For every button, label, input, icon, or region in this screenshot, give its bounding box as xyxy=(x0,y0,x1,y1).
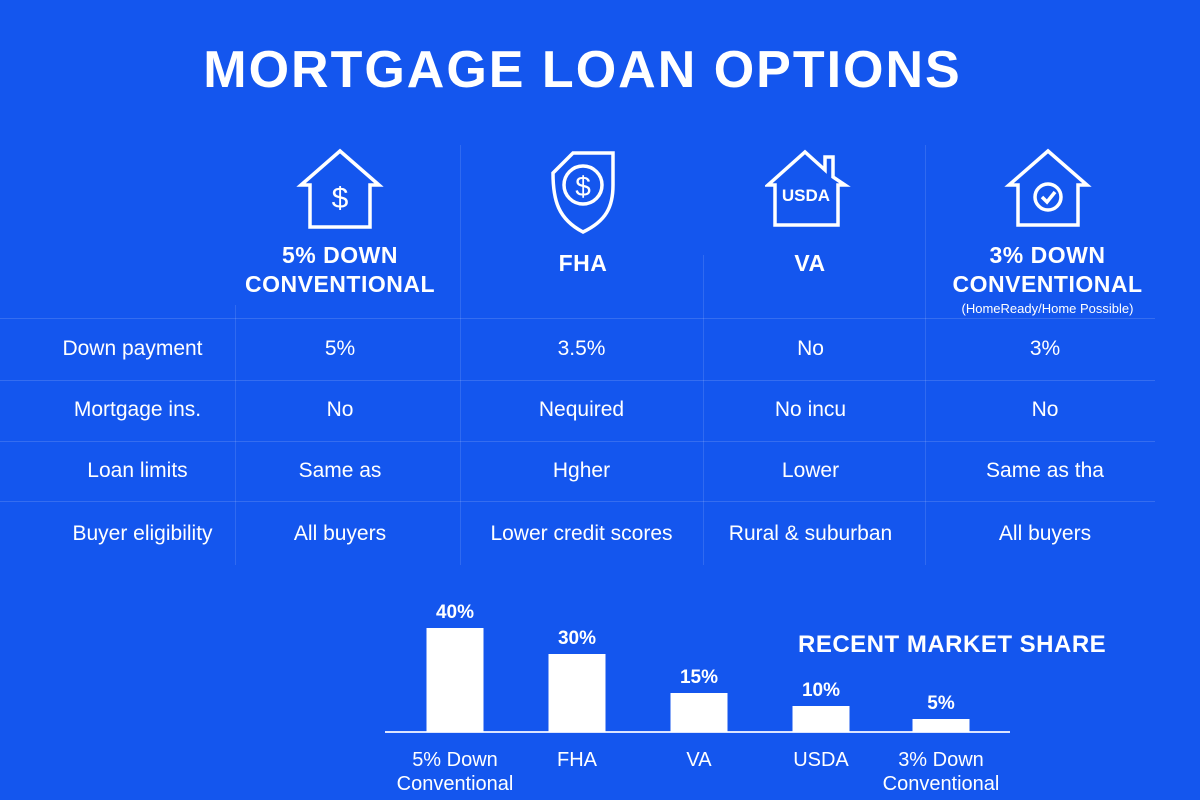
row-label: Loan limits xyxy=(87,459,188,482)
divider xyxy=(0,501,1155,502)
column-subtitle: (HomeReady/Home Possible) xyxy=(961,301,1134,316)
category-label: Conventional xyxy=(883,773,1000,795)
table-cell: No incu xyxy=(774,398,847,421)
table-cell: Lower xyxy=(781,459,840,482)
svg-text:$: $ xyxy=(332,182,349,215)
divider xyxy=(925,145,926,565)
column-header-va: USDA VA xyxy=(705,145,915,278)
table-cell: Nequired xyxy=(538,398,625,421)
table-cell: Same as tha xyxy=(986,459,1104,482)
row-label: Buyer eligibility xyxy=(72,522,213,545)
table-cell: All buyers xyxy=(293,522,387,545)
column-header-fha: $ FHA xyxy=(478,145,688,278)
bar xyxy=(912,719,970,732)
data-label: 40% xyxy=(436,602,474,623)
category-label: 5% Down xyxy=(412,749,498,771)
page-title: MORTGAGE LOAN OPTIONS xyxy=(203,41,962,99)
category-label: FHA xyxy=(557,749,598,771)
column-title: 3% DOWN xyxy=(989,242,1106,268)
data-label: 5% xyxy=(927,693,955,714)
table-cell: No xyxy=(797,337,824,360)
bar xyxy=(670,693,728,732)
table-cell: 5% xyxy=(324,337,356,360)
table-cell: Rural & suburban xyxy=(728,522,893,545)
column-title: CONVENTIONAL xyxy=(952,271,1143,297)
data-label: 10% xyxy=(802,680,840,701)
category-label: VA xyxy=(686,749,712,771)
divider xyxy=(0,441,1155,442)
bar xyxy=(548,654,606,732)
column-title: 5% DOWN xyxy=(282,242,398,268)
row-label: Mortgage ins. xyxy=(73,398,202,421)
house-dollar-icon: $ xyxy=(295,145,385,235)
category-label: Conventional xyxy=(397,773,514,795)
table-cell: 3% xyxy=(1029,337,1061,360)
bar xyxy=(426,628,484,732)
table-cell: Lower credit scores xyxy=(490,522,673,545)
table-cell: Hgher xyxy=(552,459,611,482)
table-cell: No xyxy=(1031,398,1059,421)
column-title: CONVENTIONAL xyxy=(245,271,435,297)
svg-text:$: $ xyxy=(575,171,591,202)
category-label: USDA xyxy=(793,749,849,771)
divider xyxy=(703,255,704,565)
bar xyxy=(792,706,850,732)
column-title: VA xyxy=(794,250,826,276)
house-check-icon xyxy=(1003,145,1093,235)
divider xyxy=(0,318,1155,319)
table-cell: All buyers xyxy=(998,522,1092,545)
table-cell: No xyxy=(326,398,354,421)
data-label: 30% xyxy=(558,628,596,649)
column-title: FHA xyxy=(558,250,608,276)
category-label: 3% Down xyxy=(898,749,984,771)
divider xyxy=(460,145,461,565)
divider xyxy=(0,380,1155,381)
data-label: 15% xyxy=(680,667,718,688)
usda-icon-text: USDA xyxy=(782,186,830,205)
table-cell: 3.5% xyxy=(557,337,606,360)
divider xyxy=(235,305,236,565)
shield-dollar-icon: $ xyxy=(538,145,628,235)
row-label: Down payment xyxy=(62,337,203,360)
column-header-3-down: 3% DOWN CONVENTIONAL (HomeReady/Home Poss… xyxy=(935,145,1160,316)
table-cell: Same as xyxy=(298,459,382,482)
chart-title: RECENT MARKET SHARE xyxy=(798,631,1107,658)
column-header-5-down: $ 5% DOWN CONVENTIONAL xyxy=(235,145,445,299)
house-usda-icon: USDA xyxy=(763,145,855,235)
